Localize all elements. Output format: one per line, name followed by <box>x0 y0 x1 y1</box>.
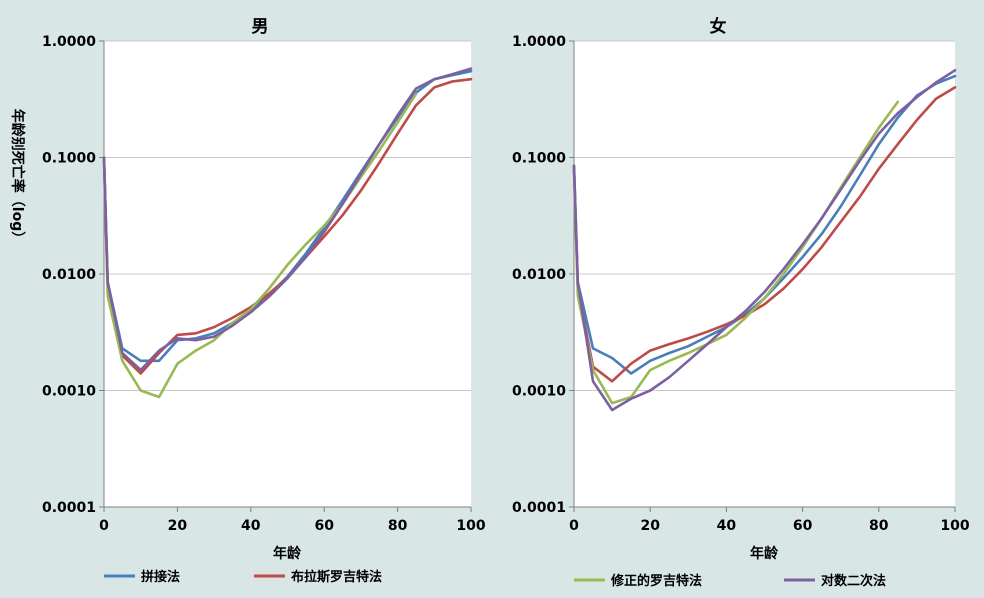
female-x-axis-label: 年龄 <box>750 545 779 562</box>
male-x-tick-label: 60 <box>314 518 334 534</box>
legend-label-log-quadratic: 对数二次法 <box>821 573 886 589</box>
legend-item-splice: 拼接法 <box>104 569 180 585</box>
female-series-lines <box>572 69 957 412</box>
female-chart-panel: 女 0.0001 0.0010 0.0100 0.1000 1.0000 0 20 40 60… <box>512 16 970 562</box>
legend-label-modified-logit: 修正的罗吉特法 <box>610 573 702 589</box>
female-y-tick-labels: 0.0001 0.0010 0.0100 0.1000 1.0000 <box>512 34 566 516</box>
female-x-tick-label: 100 <box>940 518 969 534</box>
female-x-tick-labels: 0 20 40 60 80 100 <box>569 518 970 534</box>
female-series-line-3 <box>572 69 957 412</box>
male-gridlines <box>99 40 472 512</box>
female-x-tick-label: 0 <box>569 518 579 534</box>
female-y-tick-label: 1.0000 <box>512 34 566 50</box>
male-y-tick-label: 0.1000 <box>42 151 96 167</box>
female-x-tick-label: 20 <box>640 518 660 534</box>
legend-item-brass-logit: 布拉斯罗吉特法 <box>254 569 382 585</box>
legend-label-brass-logit: 布拉斯罗吉特法 <box>291 569 382 585</box>
male-x-axis-label: 年龄 <box>273 545 302 562</box>
female-chart-title: 女 <box>710 16 727 37</box>
male-series-line-3 <box>102 67 473 372</box>
legend-item-log-quadratic: 对数二次法 <box>784 573 886 589</box>
male-series-lines <box>102 67 473 399</box>
male-y-axis-label: 年龄别死亡率（log） <box>9 109 26 245</box>
male-y-tick-labels: 0.0001 0.0010 0.0100 0.1000 1.0000 <box>42 34 96 516</box>
male-x-tick-label: 0 <box>99 518 109 534</box>
male-x-tick-label: 20 <box>168 518 188 534</box>
female-x-tick-label: 80 <box>869 518 889 534</box>
female-x-tick-label: 40 <box>717 518 737 534</box>
female-gridlines <box>569 40 956 512</box>
female-y-tick-label: 0.0010 <box>512 384 566 400</box>
male-chart-panel: 男 0.0001 0.0010 0.0100 0.1000 1.0000 0 20 40 60… <box>9 17 486 562</box>
legend-item-modified-logit: 修正的罗吉特法 <box>574 573 702 589</box>
male-x-tick-label: 100 <box>456 518 485 534</box>
male-chart-title: 男 <box>252 17 269 37</box>
legend: 拼接法 布拉斯罗吉特法 修正的罗吉特法 对数二次法 <box>104 569 886 589</box>
female-y-tick-label: 0.1000 <box>512 151 566 167</box>
male-y-tick-label: 0.0010 <box>42 384 96 400</box>
male-y-tick-label: 0.0100 <box>42 267 96 283</box>
legend-label-splice: 拼接法 <box>141 569 180 585</box>
male-series-line-2 <box>102 92 418 399</box>
male-x-tick-labels: 0 20 40 60 80 100 <box>99 518 486 534</box>
male-x-tick-label: 40 <box>241 518 261 534</box>
female-y-tick-label: 0.0001 <box>512 500 566 516</box>
female-x-tick-label: 60 <box>793 518 813 534</box>
male-y-tick-label: 0.0001 <box>42 500 96 516</box>
male-x-tick-label: 80 <box>388 518 408 534</box>
male-y-tick-label: 1.0000 <box>42 34 96 50</box>
female-y-tick-label: 0.0100 <box>512 267 566 283</box>
